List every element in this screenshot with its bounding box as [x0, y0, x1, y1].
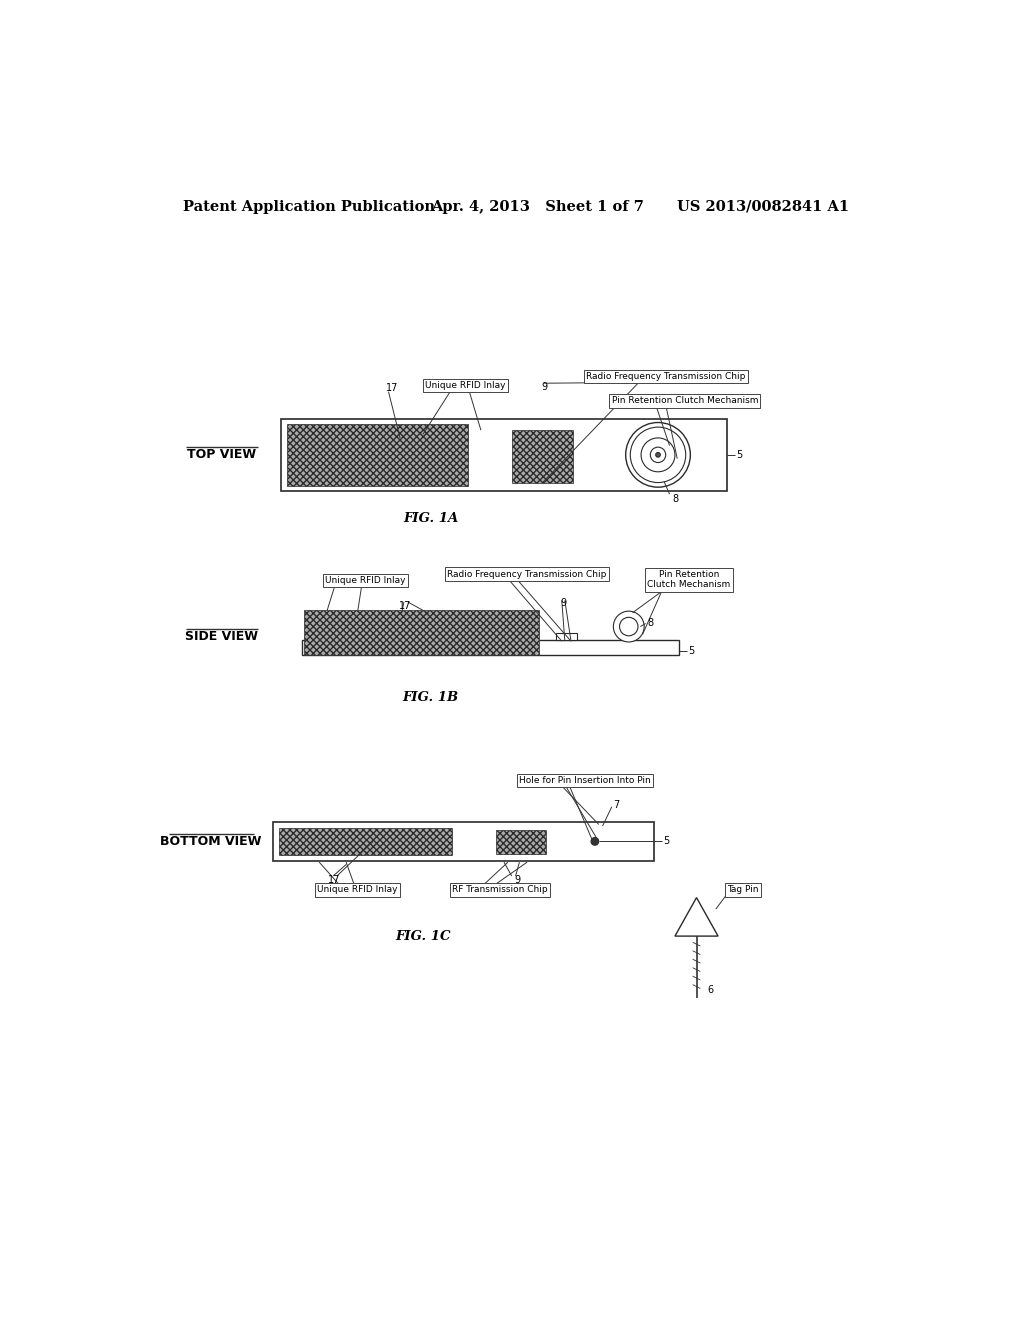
Circle shape [655, 453, 660, 457]
Bar [301, 640, 679, 655]
Text: Pin Retention
Clutch Mechanism: Pin Retention Clutch Mechanism [647, 570, 730, 589]
Text: 7: 7 [613, 800, 620, 810]
Text: 8: 8 [672, 494, 678, 504]
Text: Patent Application Publication: Patent Application Publication [183, 199, 435, 214]
Text: 9: 9 [541, 381, 547, 392]
Text: 6: 6 [708, 985, 714, 995]
Bar [273, 822, 654, 861]
Bar [281, 418, 727, 491]
Text: Pin Retention Clutch Mechanism: Pin Retention Clutch Mechanism [611, 396, 758, 405]
Text: TOP VIEW: TOP VIEW [186, 449, 256, 462]
Circle shape [631, 428, 686, 483]
Circle shape [620, 618, 638, 636]
Circle shape [591, 837, 599, 845]
Circle shape [650, 447, 666, 462]
Text: 17: 17 [399, 601, 412, 611]
Text: Radio Frequency Transmission Chip: Radio Frequency Transmission Chip [447, 570, 607, 578]
Text: Unique RFID Inlay: Unique RFID Inlay [326, 576, 406, 585]
Text: FIG. 1B: FIG. 1B [402, 690, 459, 704]
Text: FIG. 1C: FIG. 1C [395, 929, 451, 942]
Circle shape [626, 422, 690, 487]
Text: 8: 8 [647, 619, 653, 628]
Text: FIG. 1A: FIG. 1A [403, 512, 459, 525]
Bar [512, 430, 573, 483]
Bar [304, 610, 539, 655]
Circle shape [641, 438, 675, 471]
Bar [497, 830, 547, 854]
Text: Radio Frequency Transmission Chip: Radio Frequency Transmission Chip [586, 372, 745, 380]
Text: RF Transmission Chip: RF Transmission Chip [453, 886, 548, 895]
Text: 17: 17 [329, 875, 341, 884]
Text: 5: 5 [664, 837, 670, 846]
Text: 9: 9 [560, 598, 566, 609]
Text: 9: 9 [514, 875, 520, 884]
Text: Unique RFID Inlay: Unique RFID Inlay [425, 381, 506, 389]
Text: Tag Pin: Tag Pin [727, 886, 759, 895]
Text: Apr. 4, 2013   Sheet 1 of 7: Apr. 4, 2013 Sheet 1 of 7 [431, 199, 644, 214]
Text: Hole for Pin Insertion Into Pin: Hole for Pin Insertion Into Pin [519, 776, 650, 785]
Bar [287, 424, 468, 486]
Text: 5: 5 [736, 450, 742, 459]
Text: 5: 5 [688, 647, 694, 656]
Text: BOTTOM VIEW: BOTTOM VIEW [160, 834, 261, 847]
Text: Unique RFID Inlay: Unique RFID Inlay [317, 886, 398, 895]
Text: US 2013/0082841 A1: US 2013/0082841 A1 [677, 199, 849, 214]
Text: SIDE VIEW: SIDE VIEW [185, 630, 258, 643]
Circle shape [613, 611, 644, 642]
Text: 17: 17 [386, 383, 398, 393]
Bar [280, 828, 453, 855]
Bar [556, 632, 578, 640]
